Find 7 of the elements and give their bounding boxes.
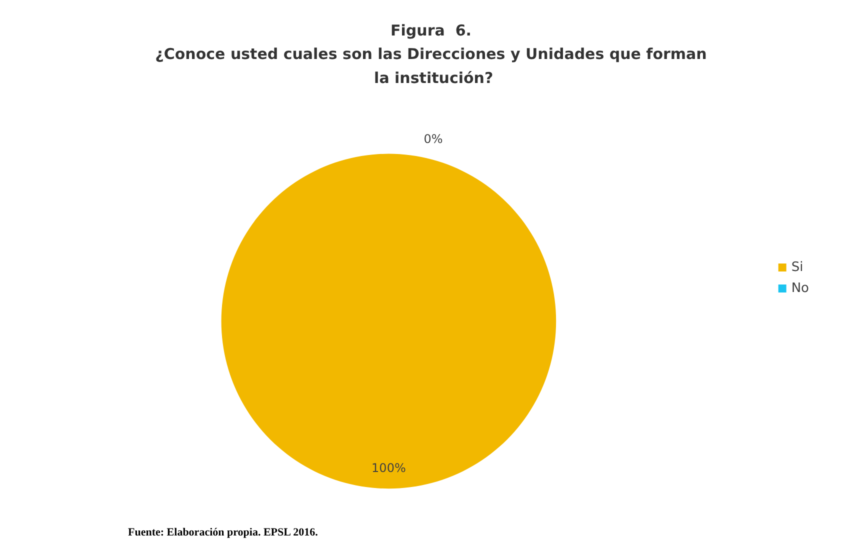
chart-title: Figura 6. [390,22,472,40]
chart-subtitle: ¿Conoce usted cuales son las Direcciones y Unidades que forman la institución? [155,45,707,87]
legend-label: Si [791,260,804,275]
data-label: 100% [372,460,406,475]
legend-label: No [791,281,810,296]
text: 0% [424,132,443,146]
source-note: Fuente: Elaboración propia. EPSL 2016. [128,526,318,538]
